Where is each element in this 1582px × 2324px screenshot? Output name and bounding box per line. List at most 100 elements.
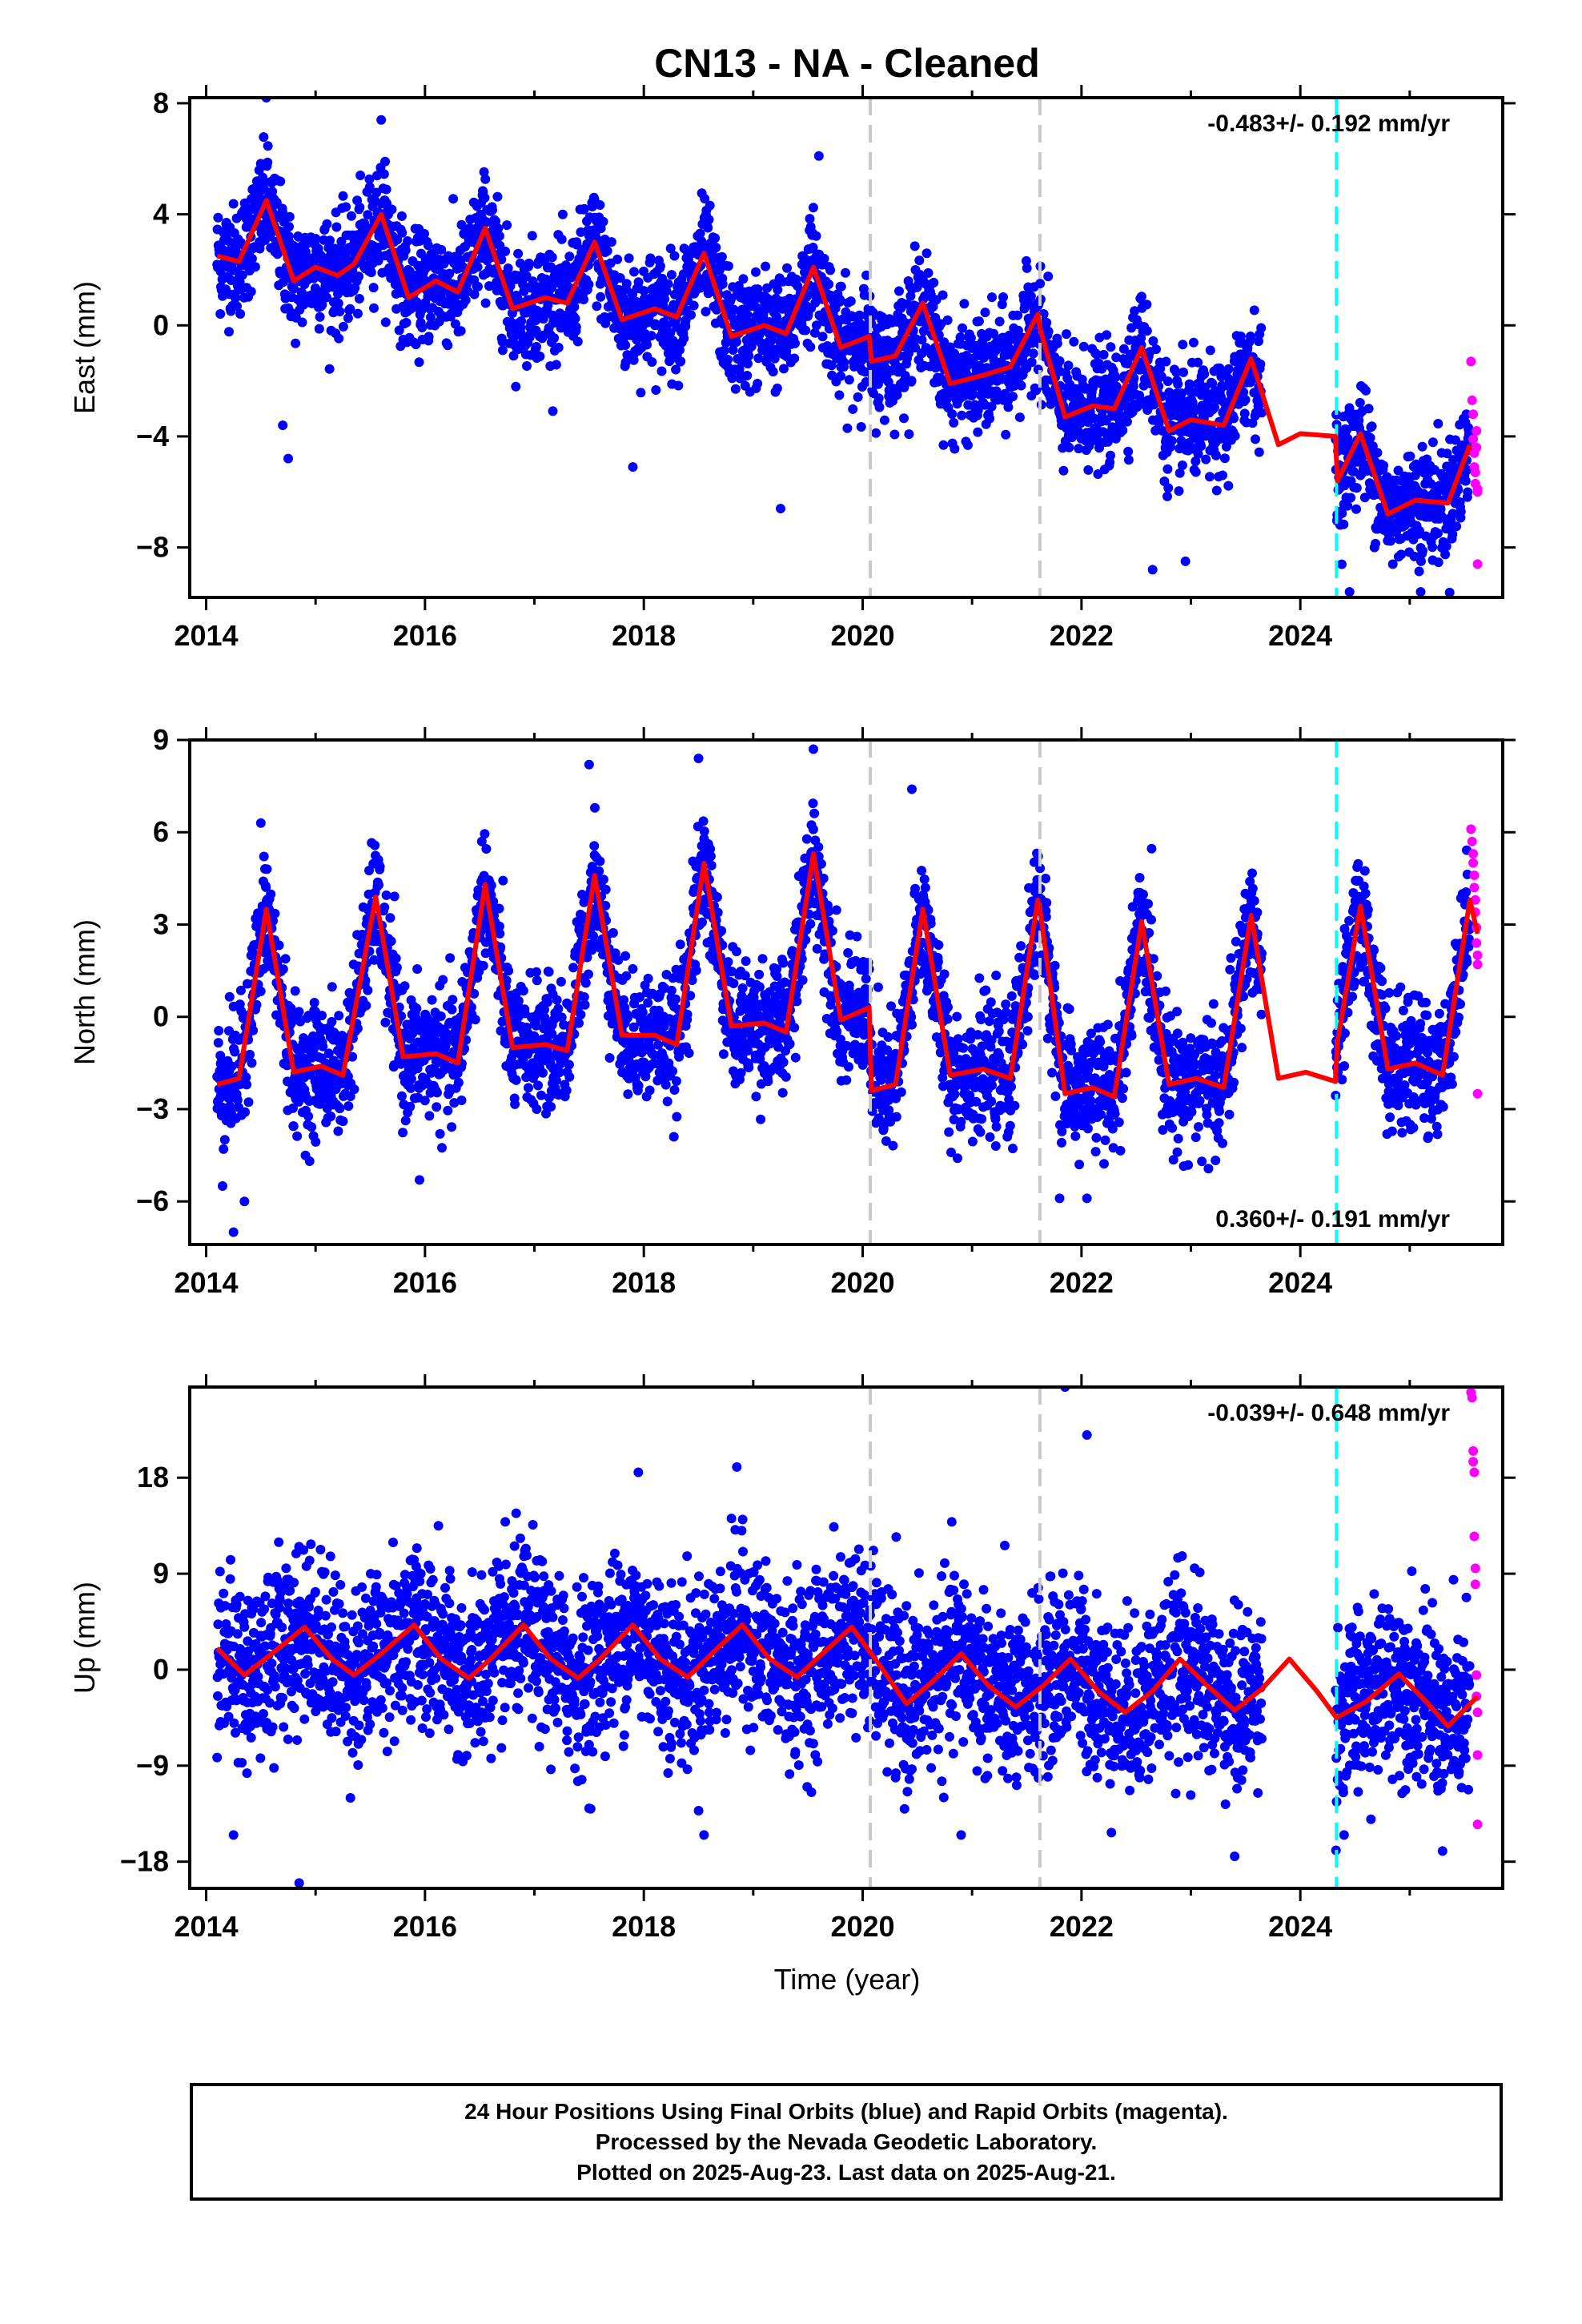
- final-orbit-point: [730, 384, 741, 394]
- final-orbit-point: [1123, 455, 1134, 465]
- final-orbit-point: [753, 353, 764, 364]
- y-axis-label: East (mm): [68, 281, 101, 414]
- model-curve: [216, 198, 1472, 517]
- final-orbit-point: [432, 1088, 442, 1098]
- final-orbit-point: [1456, 506, 1466, 517]
- final-orbit-point: [326, 1112, 336, 1121]
- final-orbit-point: [363, 210, 373, 220]
- final-orbit-point: [472, 262, 483, 272]
- final-orbit-point: [1031, 385, 1042, 396]
- final-orbit-point: [366, 267, 376, 278]
- final-orbit-point: [379, 903, 390, 912]
- final-orbit-point: [572, 239, 582, 250]
- final-orbit-point: [394, 325, 404, 336]
- final-orbit-point: [1461, 409, 1472, 420]
- final-orbit-point: [551, 360, 561, 370]
- final-orbit-point: [235, 309, 246, 319]
- final-orbit-point: [553, 1003, 564, 1014]
- final-orbit-point: [1363, 404, 1374, 414]
- final-orbit-point: [1042, 317, 1052, 328]
- final-orbit-point: [1174, 468, 1185, 478]
- final-orbit-point: [511, 1075, 521, 1085]
- final-orbit-point: [568, 963, 579, 973]
- final-orbit-point: [226, 275, 236, 285]
- final-orbit-points: [212, 744, 1475, 1237]
- final-orbit-point: [950, 444, 960, 454]
- final-orbit-point: [1162, 491, 1172, 501]
- final-orbit-point: [544, 967, 554, 977]
- final-orbit-point: [914, 255, 925, 266]
- final-orbit-point: [1162, 464, 1173, 474]
- final-orbit-point: [703, 223, 713, 233]
- final-orbit-point: [1344, 403, 1355, 413]
- final-orbit-point: [1256, 323, 1267, 333]
- final-orbit-point: [811, 320, 821, 331]
- final-orbit-point: [710, 233, 721, 243]
- final-orbit-point: [1221, 441, 1231, 452]
- final-orbit-point: [663, 279, 673, 289]
- final-orbit-point: [247, 1058, 257, 1068]
- final-orbit-point: [290, 986, 300, 996]
- final-orbit-point: [576, 1010, 586, 1019]
- final-orbit-point: [1193, 357, 1203, 368]
- final-orbit-point: [510, 1099, 520, 1109]
- final-orbit-point: [1351, 483, 1362, 493]
- final-orbit-point: [666, 270, 677, 280]
- final-orbit-point: [246, 287, 256, 297]
- final-orbit-point: [404, 267, 415, 277]
- x-tick-label: 2014: [174, 619, 238, 652]
- final-orbit-outlier: [283, 453, 293, 464]
- final-orbit-point: [1151, 344, 1161, 355]
- final-orbit-point: [686, 310, 696, 320]
- final-orbit-point: [311, 234, 321, 244]
- final-orbit-point: [624, 253, 634, 263]
- final-orbit-point: [480, 174, 491, 184]
- final-orbit-point: [1405, 451, 1415, 461]
- final-orbit-point: [602, 246, 612, 256]
- final-orbit-point: [1447, 509, 1458, 519]
- final-orbit-point: [228, 199, 239, 209]
- final-orbit-point: [959, 299, 970, 309]
- final-orbit-point: [335, 307, 345, 316]
- final-orbit-outlier: [776, 504, 785, 514]
- final-orbit-point: [570, 313, 580, 324]
- final-orbit-point: [899, 413, 909, 424]
- final-orbit-point: [275, 176, 286, 187]
- final-orbit-point: [676, 356, 686, 367]
- final-orbit-point: [397, 227, 408, 238]
- final-orbit-point: [364, 174, 375, 184]
- final-orbit-point: [711, 243, 721, 253]
- final-orbit-point: [848, 404, 858, 414]
- final-orbit-point: [769, 353, 780, 364]
- final-orbit-point: [381, 890, 391, 900]
- final-orbit-point: [761, 261, 771, 271]
- final-orbit-point: [386, 936, 396, 947]
- rapid-orbit-point: [1472, 426, 1482, 436]
- final-orbit-point: [511, 381, 521, 392]
- final-orbit-point: [1229, 413, 1239, 424]
- final-orbit-point: [219, 1144, 229, 1154]
- final-orbit-point: [424, 1111, 435, 1121]
- final-orbit-point: [1440, 549, 1451, 560]
- final-orbit-point: [1336, 559, 1347, 569]
- final-orbit-point: [445, 953, 456, 963]
- final-orbit-point: [1013, 325, 1023, 336]
- final-orbit-point: [923, 267, 934, 278]
- final-orbit-point: [502, 220, 512, 231]
- final-orbit-point: [334, 1011, 344, 1021]
- final-orbit-point: [494, 903, 504, 914]
- final-orbit-point: [1218, 470, 1227, 480]
- final-orbit-point: [1372, 448, 1383, 458]
- final-orbit-point: [1417, 441, 1427, 452]
- final-orbit-point: [661, 286, 672, 296]
- final-orbit-point: [1444, 587, 1455, 597]
- final-orbit-point: [300, 247, 311, 257]
- final-orbit-point: [1078, 341, 1089, 352]
- final-orbit-point: [989, 328, 998, 339]
- final-orbit-point: [424, 332, 434, 342]
- final-orbit-point: [1433, 557, 1443, 568]
- rapid-orbit-point: [1466, 356, 1476, 367]
- final-orbit-point: [968, 389, 978, 400]
- final-orbit-point: [1178, 340, 1188, 350]
- final-orbit-point: [548, 406, 558, 416]
